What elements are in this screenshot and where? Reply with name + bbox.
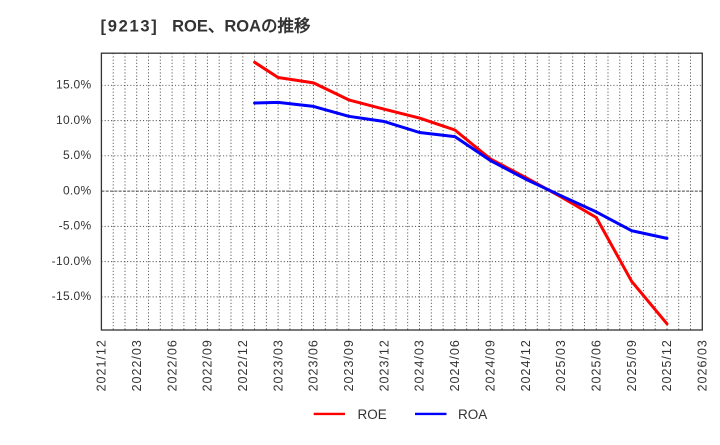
svg-text:-5.0%: -5.0% <box>59 219 92 233</box>
svg-text:2024/09: 2024/09 <box>483 339 497 391</box>
svg-text:2025/06: 2025/06 <box>590 339 604 391</box>
svg-text:2022/12: 2022/12 <box>236 339 250 391</box>
svg-text:2023/12: 2023/12 <box>377 339 391 391</box>
svg-text:2026/03: 2026/03 <box>696 339 710 391</box>
svg-text:2024/12: 2024/12 <box>519 339 533 391</box>
svg-text:2022/03: 2022/03 <box>130 339 144 391</box>
svg-text:ROE: ROE <box>358 407 387 422</box>
svg-text:10.0%: 10.0% <box>56 113 92 127</box>
svg-text:2023/09: 2023/09 <box>342 339 356 391</box>
svg-text:-10.0%: -10.0% <box>52 254 92 268</box>
svg-text:2022/09: 2022/09 <box>201 339 215 391</box>
svg-text:5.0%: 5.0% <box>63 148 92 162</box>
svg-text:2024/03: 2024/03 <box>413 339 427 391</box>
svg-text:-15.0%: -15.0% <box>52 289 92 303</box>
svg-text:ROE、ROAの推移: ROE、ROAの推移 <box>172 15 311 35</box>
svg-text:2025/09: 2025/09 <box>625 339 639 391</box>
svg-text:2022/06: 2022/06 <box>165 339 179 391</box>
svg-text:0.0%: 0.0% <box>63 183 92 197</box>
svg-text:2025/03: 2025/03 <box>554 339 568 391</box>
svg-text:2023/06: 2023/06 <box>307 339 321 391</box>
svg-text:ROA: ROA <box>458 407 487 422</box>
svg-text:15.0%: 15.0% <box>56 78 92 92</box>
svg-text:2021/12: 2021/12 <box>95 339 109 391</box>
svg-text:2024/06: 2024/06 <box>448 339 462 391</box>
svg-text:[9213]: [9213] <box>101 17 159 35</box>
svg-text:2025/12: 2025/12 <box>660 339 674 391</box>
svg-text:2023/03: 2023/03 <box>271 339 285 391</box>
